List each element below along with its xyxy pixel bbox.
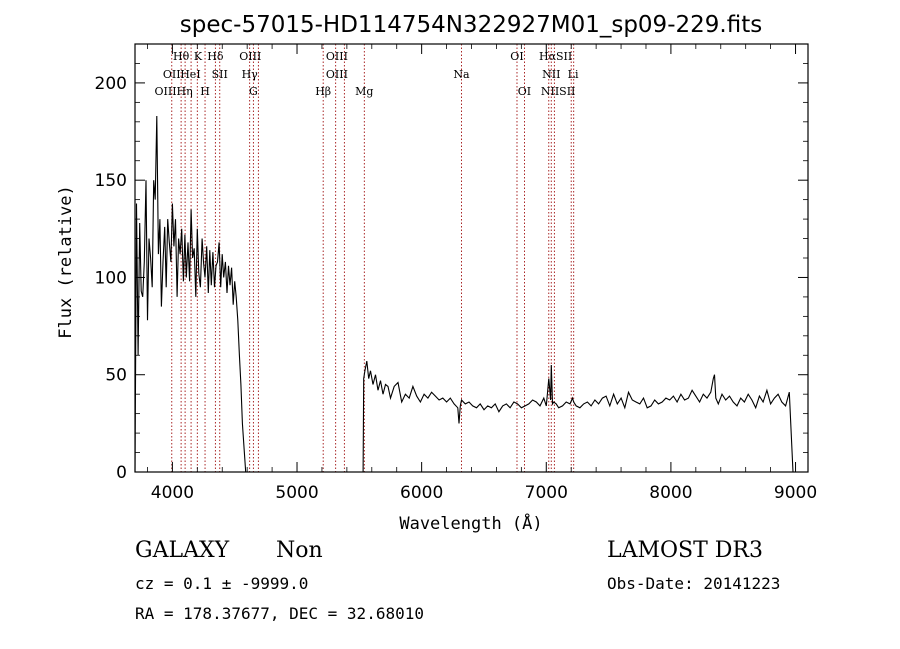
x-tick-label-4: 8000 [649,483,692,503]
line-label-row1-5: OI [510,50,523,63]
x-tick-label-5: 9000 [774,483,817,503]
object-subclass: Non [276,538,323,563]
line-label-row2-0: OII [163,68,181,81]
line-label-row2-2: SII [212,68,228,81]
chart-title: spec-57015-HD114754N322927M01_sp09-229.f… [180,12,762,38]
line-label-row1-0: Hθ [173,50,190,63]
line-label-row2-3: Hγ [242,68,259,81]
x-tick-label-0: 4000 [151,483,194,503]
line-label-row1-2: Hδ [207,50,224,63]
line-label-row2-7: Li [568,68,579,81]
spectral-line-labels: Hθ K Hδ OIII OIII OI HαSII OII HeI SII Hγ OIII Na NII… [155,50,579,98]
y-axis-label: Flux (relative) [56,185,76,339]
y-tick-label-0: 0 [116,463,127,483]
plot-frame [134,43,809,473]
line-label-row3-4: Mg [355,85,373,98]
redshift-readout: cz = 0.1 ± -9999.0 [135,574,309,593]
line-label-row3-2: G [249,85,258,98]
observation-date: Obs-Date: 20141223 [607,574,781,593]
line-label-row2-6: NII [542,68,560,81]
axes: 4000 5000 6000 7000 8000 9000 0 50 100 150 200 [95,44,817,503]
line-label-row3-1: H [200,85,210,98]
x-tick-label-3: 7000 [525,483,568,503]
x-tick-label-1: 5000 [275,483,318,503]
line-label-row3-6: NIISII [541,85,576,98]
y-tick-label-4: 200 [95,74,127,94]
spectral-line-markers [171,44,575,472]
y-tick-label-3: 150 [95,171,127,191]
line-label-row3-5: OI [518,85,531,98]
line-label-row1-4: OIII [326,50,348,63]
line-label-row3-3: Hβ [315,85,331,98]
line-label-row1-1: K [194,50,203,63]
coordinates-readout: RA = 178.37677, DEC = 32.68010 [135,604,424,623]
y-tick-label-2: 100 [95,268,127,288]
line-label-row2-1: HeI [180,68,200,81]
y-tick-label-1: 50 [105,366,127,386]
object-class: GALAXY [135,538,230,563]
spectrum-line [134,115,794,473]
x-tick-label-2: 6000 [400,483,443,503]
line-label-row2-4: OIII [326,68,348,81]
line-label-row2-5: Na [453,68,470,81]
line-label-row1-3: OIII [239,50,261,63]
line-label-row3-0: OIIIHη [155,85,193,98]
line-label-row1-6: HαSII [539,50,572,63]
survey-name: LAMOST DR3 [607,538,763,563]
x-axis-label: Wavelength (Å) [399,512,542,534]
